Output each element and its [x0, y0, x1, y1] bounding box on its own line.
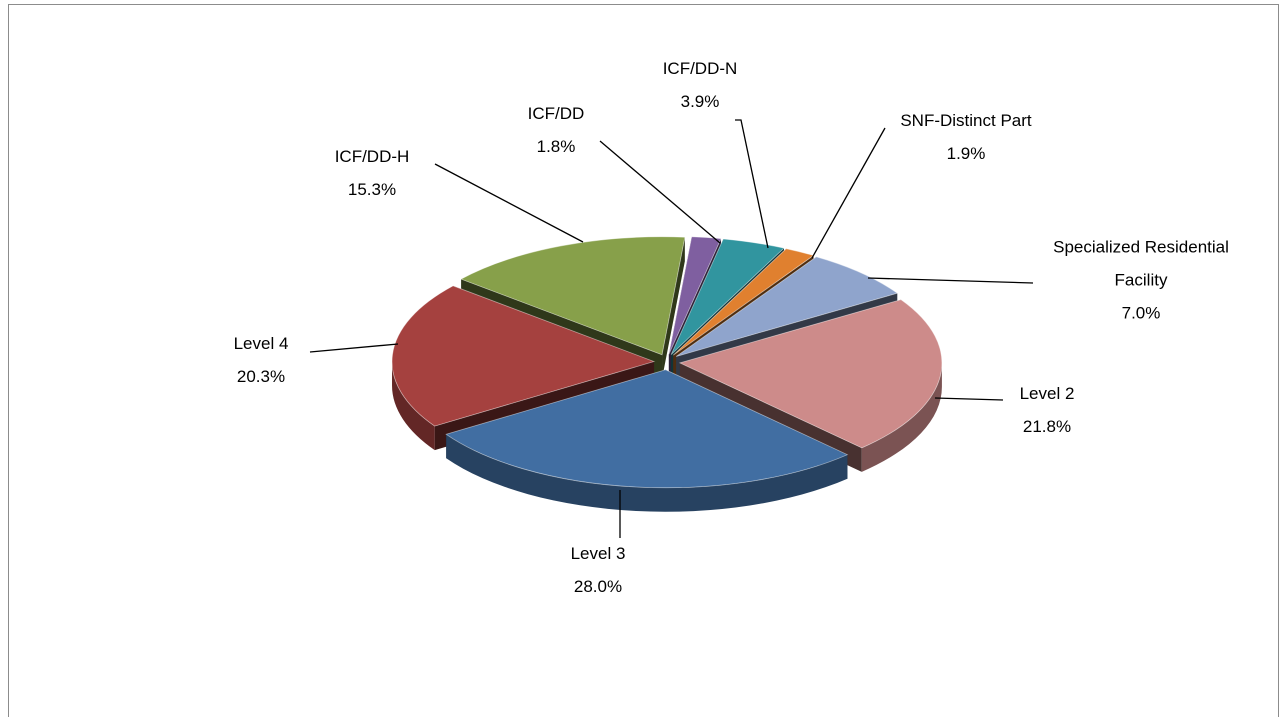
pie-slice	[675, 256, 899, 357]
slice-side-face	[662, 237, 685, 379]
leader-line	[599, 140, 721, 244]
pie-slice	[445, 369, 849, 489]
slice-value: 28.0%	[573, 577, 623, 596]
slice-tops	[391, 236, 943, 489]
slice-label: Level 2 21.8%	[958, 377, 1136, 443]
slice-value: 1.9%	[946, 144, 986, 163]
slice-outer-wall	[392, 361, 435, 451]
slice-name: Level 2	[1019, 384, 1075, 403]
slice-outer-wall	[861, 362, 942, 472]
leader-line	[934, 397, 1004, 401]
slice-label: Specialized Residential Facility 7.0%	[1052, 231, 1230, 330]
pie-slice	[670, 238, 785, 355]
slice-label: SNF-Distinct Part 1.9%	[877, 104, 1055, 170]
slice-name: ICF/DD-N	[662, 59, 738, 78]
slice-value: 7.0%	[1121, 303, 1161, 323]
slice-value: 1.8%	[536, 137, 576, 156]
slice-value: 15.3%	[347, 180, 397, 199]
leader-line	[811, 127, 886, 259]
leader-line	[735, 119, 769, 249]
chart-border	[8, 4, 1279, 717]
slice-name: Specialized Residential Facility	[1053, 237, 1229, 290]
slice-label: Level 3 28.0%	[509, 537, 687, 603]
slice-name: ICF/DD-H	[334, 147, 410, 166]
slice-name: Level 3	[570, 544, 626, 563]
pie-slice	[391, 285, 656, 427]
slice-outer-wall	[446, 434, 848, 512]
pie-slice	[678, 299, 943, 449]
leader-line	[434, 163, 584, 243]
slice-name: ICF/DD	[527, 104, 585, 123]
leader-line	[309, 343, 399, 353]
slice-value: 3.9%	[680, 92, 720, 111]
pie-slice	[668, 236, 722, 355]
slice-value: 21.8%	[1022, 417, 1072, 436]
slice-label: Level 4 20.3%	[172, 327, 350, 393]
slice-label: ICF/DD-H 15.3%	[283, 140, 461, 206]
slice-label: ICF/DD-N 3.9%	[611, 52, 789, 118]
slice-label: ICF/DD 1.8%	[467, 97, 645, 163]
pie-slice	[460, 236, 686, 356]
leader-line	[867, 277, 1034, 284]
slice-name: Level 4	[233, 334, 289, 353]
slice-value: 20.3%	[236, 367, 286, 386]
slice-name: SNF-Distinct Part	[900, 111, 1032, 130]
